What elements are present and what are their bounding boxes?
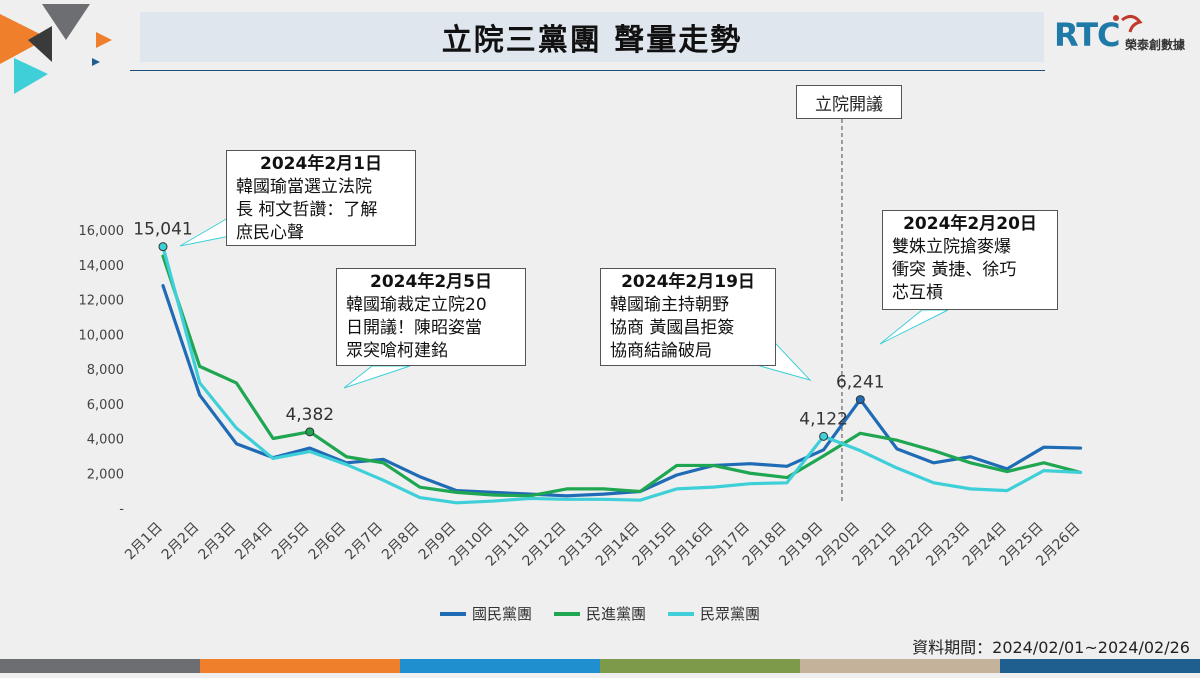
legend-label: 國民黨團 xyxy=(471,605,532,623)
x-tick-label: 2月5日 xyxy=(269,520,313,564)
callout-feb5-pointer xyxy=(343,365,411,389)
corner-decoration xyxy=(0,4,112,94)
legend-swatch xyxy=(668,611,694,616)
series-line xyxy=(161,254,1083,498)
callout-date: 2024年2月20日 xyxy=(903,214,1037,234)
callout-text: 韓國瑜主持朝野 協商 黃國昌拒簽 協商結論破局 xyxy=(610,295,735,361)
x-tick-label: 2月6日 xyxy=(306,520,350,564)
data-label: 6,241 xyxy=(836,373,885,393)
footer-segment xyxy=(400,659,600,673)
x-tick-label: 2月3日 xyxy=(196,520,240,564)
legend-label: 民眾黨團 xyxy=(700,605,761,623)
source-note: 資料期間：2024/02/01~2024/02/26 xyxy=(912,638,1190,657)
data-label: 4,122 xyxy=(799,409,848,429)
y-tick-label: 14,000 xyxy=(79,259,125,274)
series-line xyxy=(161,245,1083,505)
callout-date: 2024年2月5日 xyxy=(370,272,492,292)
x-tick-label: 2月7日 xyxy=(342,520,386,564)
callout-feb20: 2024年2月20日 雙姝立院搶麥爆 衝突 黃捷、徐巧 芯互槓 xyxy=(882,210,1058,310)
footer-segment xyxy=(1000,659,1200,673)
y-tick-label: 16,000 xyxy=(79,224,125,239)
callout-feb1: 2024年2月1日 韓國瑜當選立法院 長 柯文哲讚：了解 庶民心聲 xyxy=(226,150,416,246)
y-tick-label: 12,000 xyxy=(79,294,125,309)
x-tick-label: 2月2日 xyxy=(159,520,203,564)
annotated-point xyxy=(855,395,865,405)
callout-date: 2024年2月1日 xyxy=(260,154,382,174)
footer-segment xyxy=(0,659,200,673)
company-logo: RTC xyxy=(1054,10,1194,60)
legend-item-tpp: 民眾黨團 xyxy=(668,603,760,624)
y-tick-label: 8,000 xyxy=(87,363,124,378)
y-tick-label: 10,000 xyxy=(79,328,125,343)
footer-color-bar xyxy=(0,659,1200,673)
legend-item-dpp: 民進黨團 xyxy=(553,603,646,624)
data-label: 15,041 xyxy=(133,220,192,240)
callout-feb19: 2024年2月19日 韓國瑜主持朝野 協商 黃國昌拒簽 協商結論破局 xyxy=(600,268,776,366)
series-line xyxy=(161,284,1083,498)
callout-text: 雙姝立院搶麥爆 衝突 黃捷、徐巧 芯互槓 xyxy=(892,237,1017,303)
legend-item-kmt: 國民黨團 xyxy=(439,603,532,624)
footer-segment xyxy=(200,659,400,673)
y-tick-label: 6,000 xyxy=(87,398,124,413)
chart-legend: 國民黨團 民進黨團 民眾黨團 xyxy=(0,603,1200,624)
y-tick-label: - xyxy=(119,502,124,517)
callout-feb20-pointer xyxy=(879,309,949,345)
data-label: 4,382 xyxy=(285,405,334,425)
legend-swatch xyxy=(553,611,580,616)
logo-text: RTC xyxy=(1054,16,1120,54)
callout-feb5: 2024年2月5日 韓國瑜裁定立院20 日開議！陳昭姿當 眾突嗆柯建銘 xyxy=(336,268,526,366)
annotated-point xyxy=(305,427,315,437)
y-tick-label: 4,000 xyxy=(87,433,124,448)
legend-swatch xyxy=(439,611,466,616)
legend-label: 民進黨團 xyxy=(585,605,646,623)
title-bar: 立院三黨團 聲量走勢 xyxy=(140,12,1044,62)
annotated-point xyxy=(158,242,168,252)
y-tick-label: 2,000 xyxy=(87,467,124,482)
footer-segment xyxy=(800,659,1000,673)
x-tick-label: 2月4日 xyxy=(232,520,276,564)
x-tick-label: 2月1日 xyxy=(122,520,166,564)
page-title: 立院三黨團 聲量走勢 xyxy=(441,23,743,58)
annotated-point xyxy=(819,431,829,441)
callout-date: 2024年2月19日 xyxy=(621,272,755,292)
callout-text: 韓國瑜裁定立院20 日開議！陳昭姿當 眾突嗆柯建銘 xyxy=(346,295,487,361)
title-divider xyxy=(130,70,1045,71)
callout-text: 韓國瑜當選立法院 長 柯文哲讚：了解 庶民心聲 xyxy=(236,177,378,243)
x-tick-label: 2月8日 xyxy=(379,520,423,564)
logo-company-name: 榮泰創數據 xyxy=(1125,38,1186,52)
session-label: 立院開議 xyxy=(796,85,902,119)
footer-segment xyxy=(600,659,800,673)
